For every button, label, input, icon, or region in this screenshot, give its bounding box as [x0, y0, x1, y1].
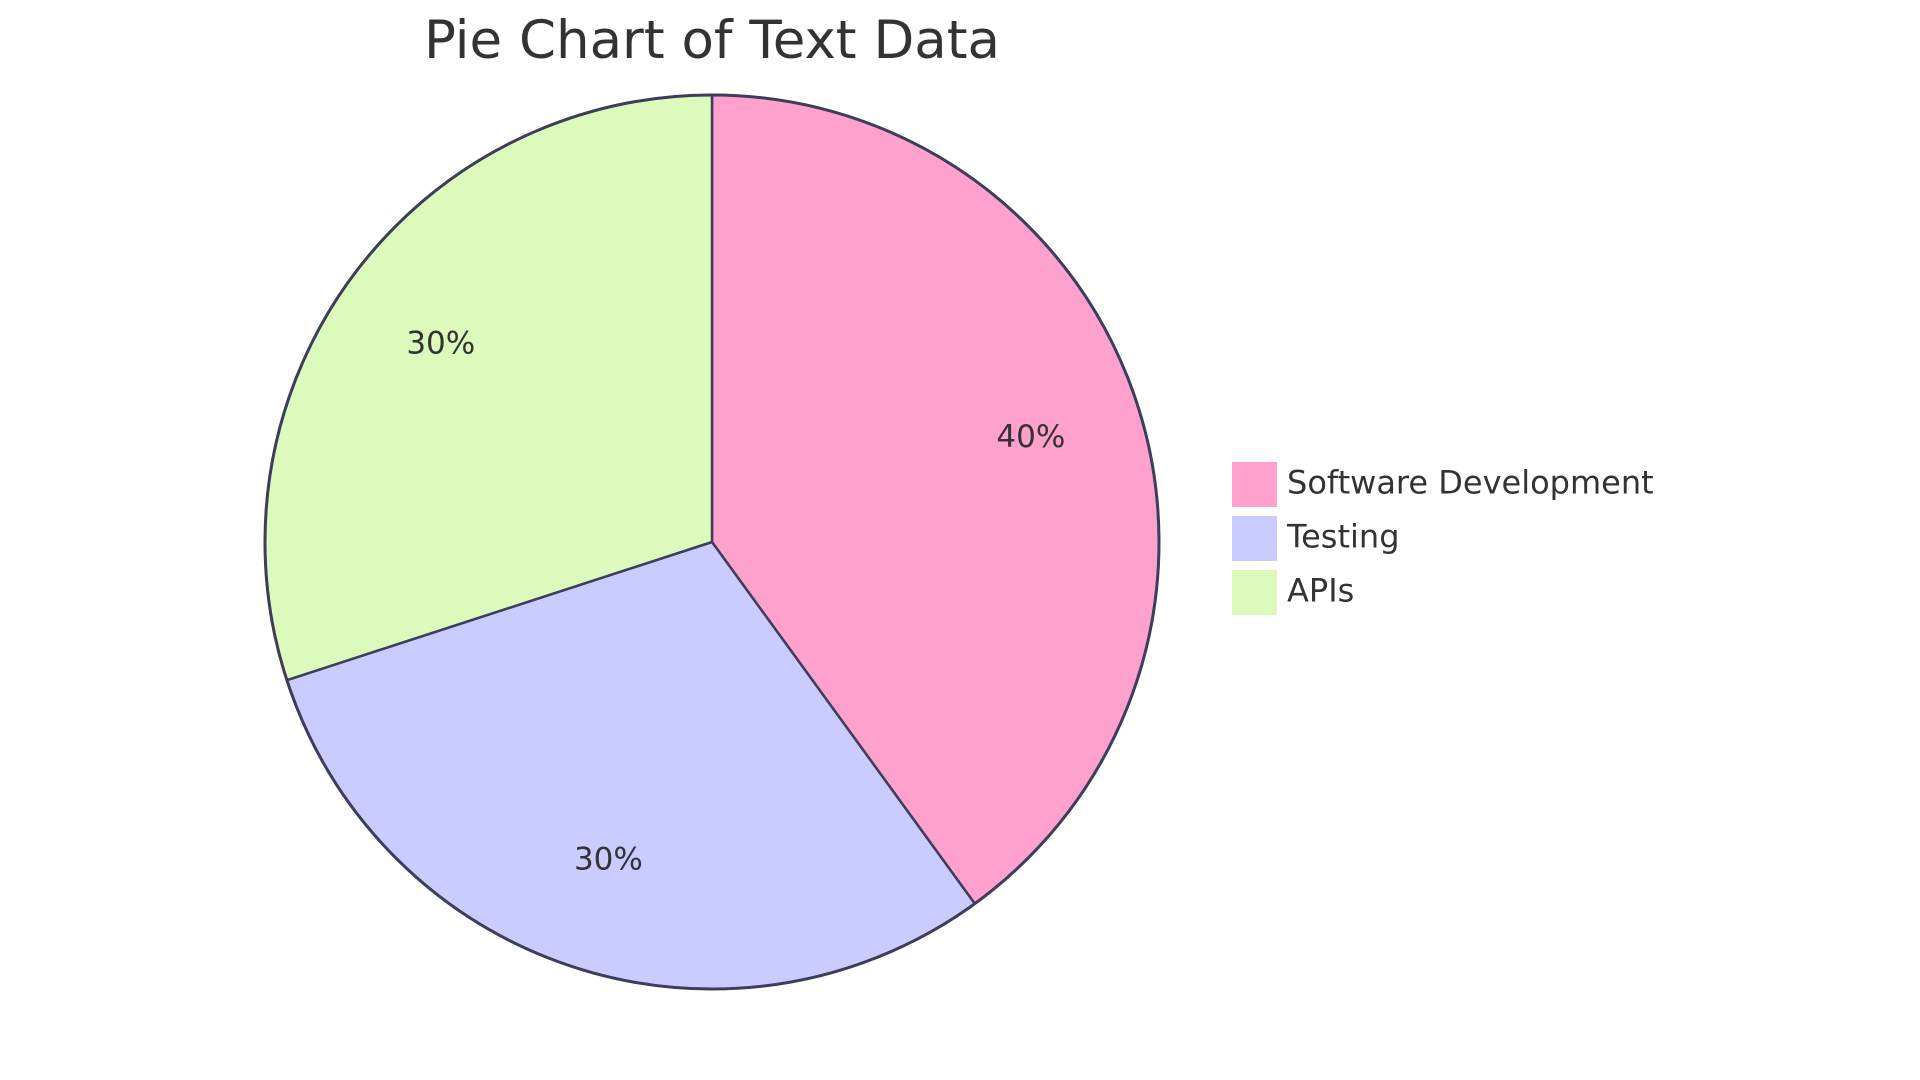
legend-label: Testing — [1286, 518, 1400, 556]
pie-slices — [263, 93, 1161, 991]
chart-title: Pie Chart of Text Data — [424, 10, 1000, 71]
legend-label: APIs — [1287, 572, 1354, 610]
pie-slice-value-label: 30% — [574, 841, 643, 877]
pie-slice-value-label: 40% — [996, 419, 1065, 455]
pie-slice-value-label: 30% — [406, 325, 475, 361]
pie-slice-labels: 40% 30% 30% — [406, 325, 1065, 877]
legend-label: Software Development — [1287, 464, 1654, 502]
legend: Software Development Testing APIs — [1232, 462, 1654, 615]
legend-swatch — [1232, 516, 1277, 561]
legend-swatch — [1232, 462, 1277, 507]
legend-swatch — [1232, 570, 1277, 615]
pie-outline — [263, 93, 1161, 991]
